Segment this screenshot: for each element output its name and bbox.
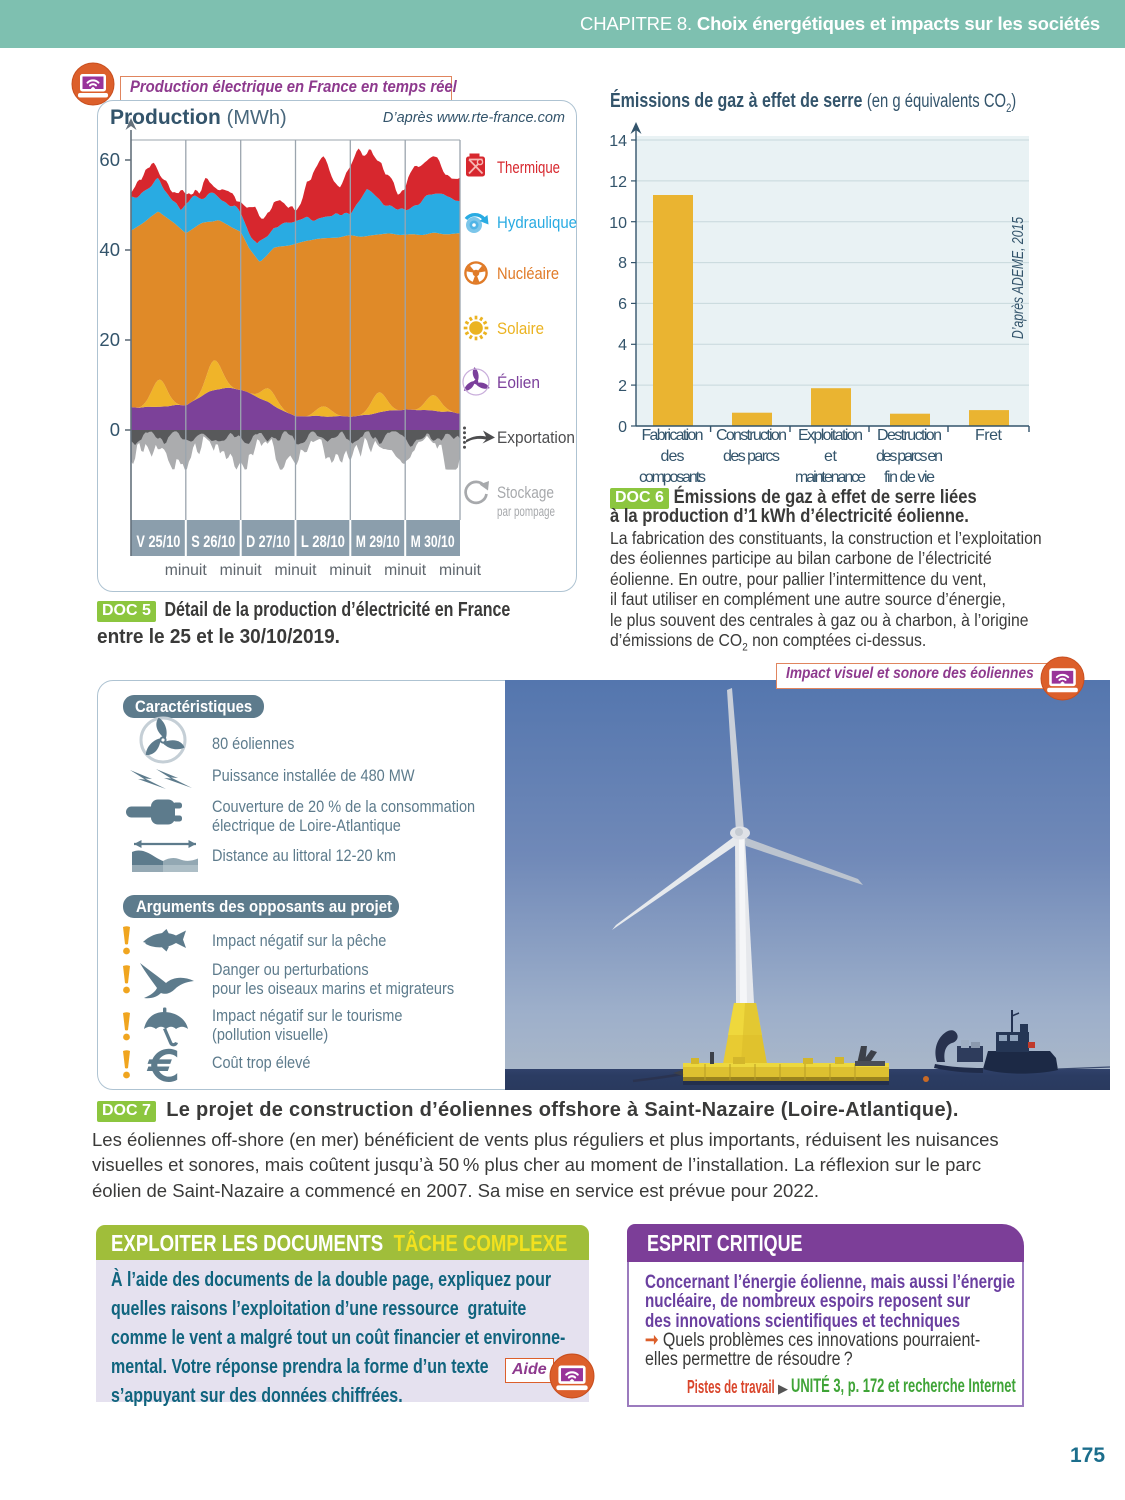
svg-text:12: 12 xyxy=(609,174,627,191)
svg-text:des parcs en: des parcs en xyxy=(876,448,943,465)
svg-text:L 28/10: L 28/10 xyxy=(301,532,345,551)
svg-text:Hydraulique: Hydraulique xyxy=(497,214,577,232)
svg-text:6: 6 xyxy=(618,296,627,313)
svg-text:60: 60 xyxy=(99,149,120,170)
svg-text:minuit: minuit xyxy=(439,562,482,579)
svg-text:des parcs: des parcs xyxy=(723,448,780,465)
svg-text:D 27/10: D 27/10 xyxy=(246,532,290,551)
svg-text:et: et xyxy=(824,448,838,465)
svg-text:Fabrication: Fabrication xyxy=(642,427,704,444)
svg-text:V 25/10: V 25/10 xyxy=(136,532,180,551)
svg-text:Exportation: Exportation xyxy=(497,429,575,447)
svg-text:Stockage: Stockage xyxy=(497,484,554,502)
svg-text:minuit: minuit xyxy=(384,562,427,579)
svg-text:D’après ADEME, 2015: D’après ADEME, 2015 xyxy=(1010,217,1027,339)
svg-text:M 30/10: M 30/10 xyxy=(411,532,455,551)
svg-text:Fret: Fret xyxy=(975,427,1003,444)
svg-text:Destruction: Destruction xyxy=(877,427,942,444)
svg-text:8: 8 xyxy=(618,255,627,272)
svg-text:minuit: minuit xyxy=(275,562,318,579)
svg-text:Exploitation: Exploitation xyxy=(798,427,863,444)
svg-text:maintenance: maintenance xyxy=(795,469,866,486)
svg-text:10: 10 xyxy=(609,215,627,232)
svg-text:40: 40 xyxy=(99,239,120,260)
svg-text:Solaire: Solaire xyxy=(497,320,544,338)
svg-text:Éolien: Éolien xyxy=(497,373,540,392)
svg-text:Nucléaire: Nucléaire xyxy=(497,265,559,283)
svg-text:14: 14 xyxy=(609,133,627,150)
svg-text:4: 4 xyxy=(618,337,627,354)
svg-text:0: 0 xyxy=(618,419,627,436)
svg-text:Thermique: Thermique xyxy=(497,159,560,177)
svg-text:minuit: minuit xyxy=(220,562,263,579)
svg-text:minuit: minuit xyxy=(329,562,372,579)
svg-text:par pompage: par pompage xyxy=(497,504,555,519)
svg-text:20: 20 xyxy=(99,329,120,350)
svg-text:composants: composants xyxy=(639,469,706,486)
svg-text:M 29/10: M 29/10 xyxy=(356,532,400,551)
svg-text:fin de vie: fin de vie xyxy=(884,469,935,486)
svg-text:0: 0 xyxy=(110,419,120,440)
svg-text:Construction: Construction xyxy=(716,427,787,444)
svg-text:2: 2 xyxy=(618,378,627,395)
svg-text:des: des xyxy=(661,448,685,465)
svg-text:S 26/10: S 26/10 xyxy=(191,532,235,551)
svg-text:minuit: minuit xyxy=(165,562,208,579)
